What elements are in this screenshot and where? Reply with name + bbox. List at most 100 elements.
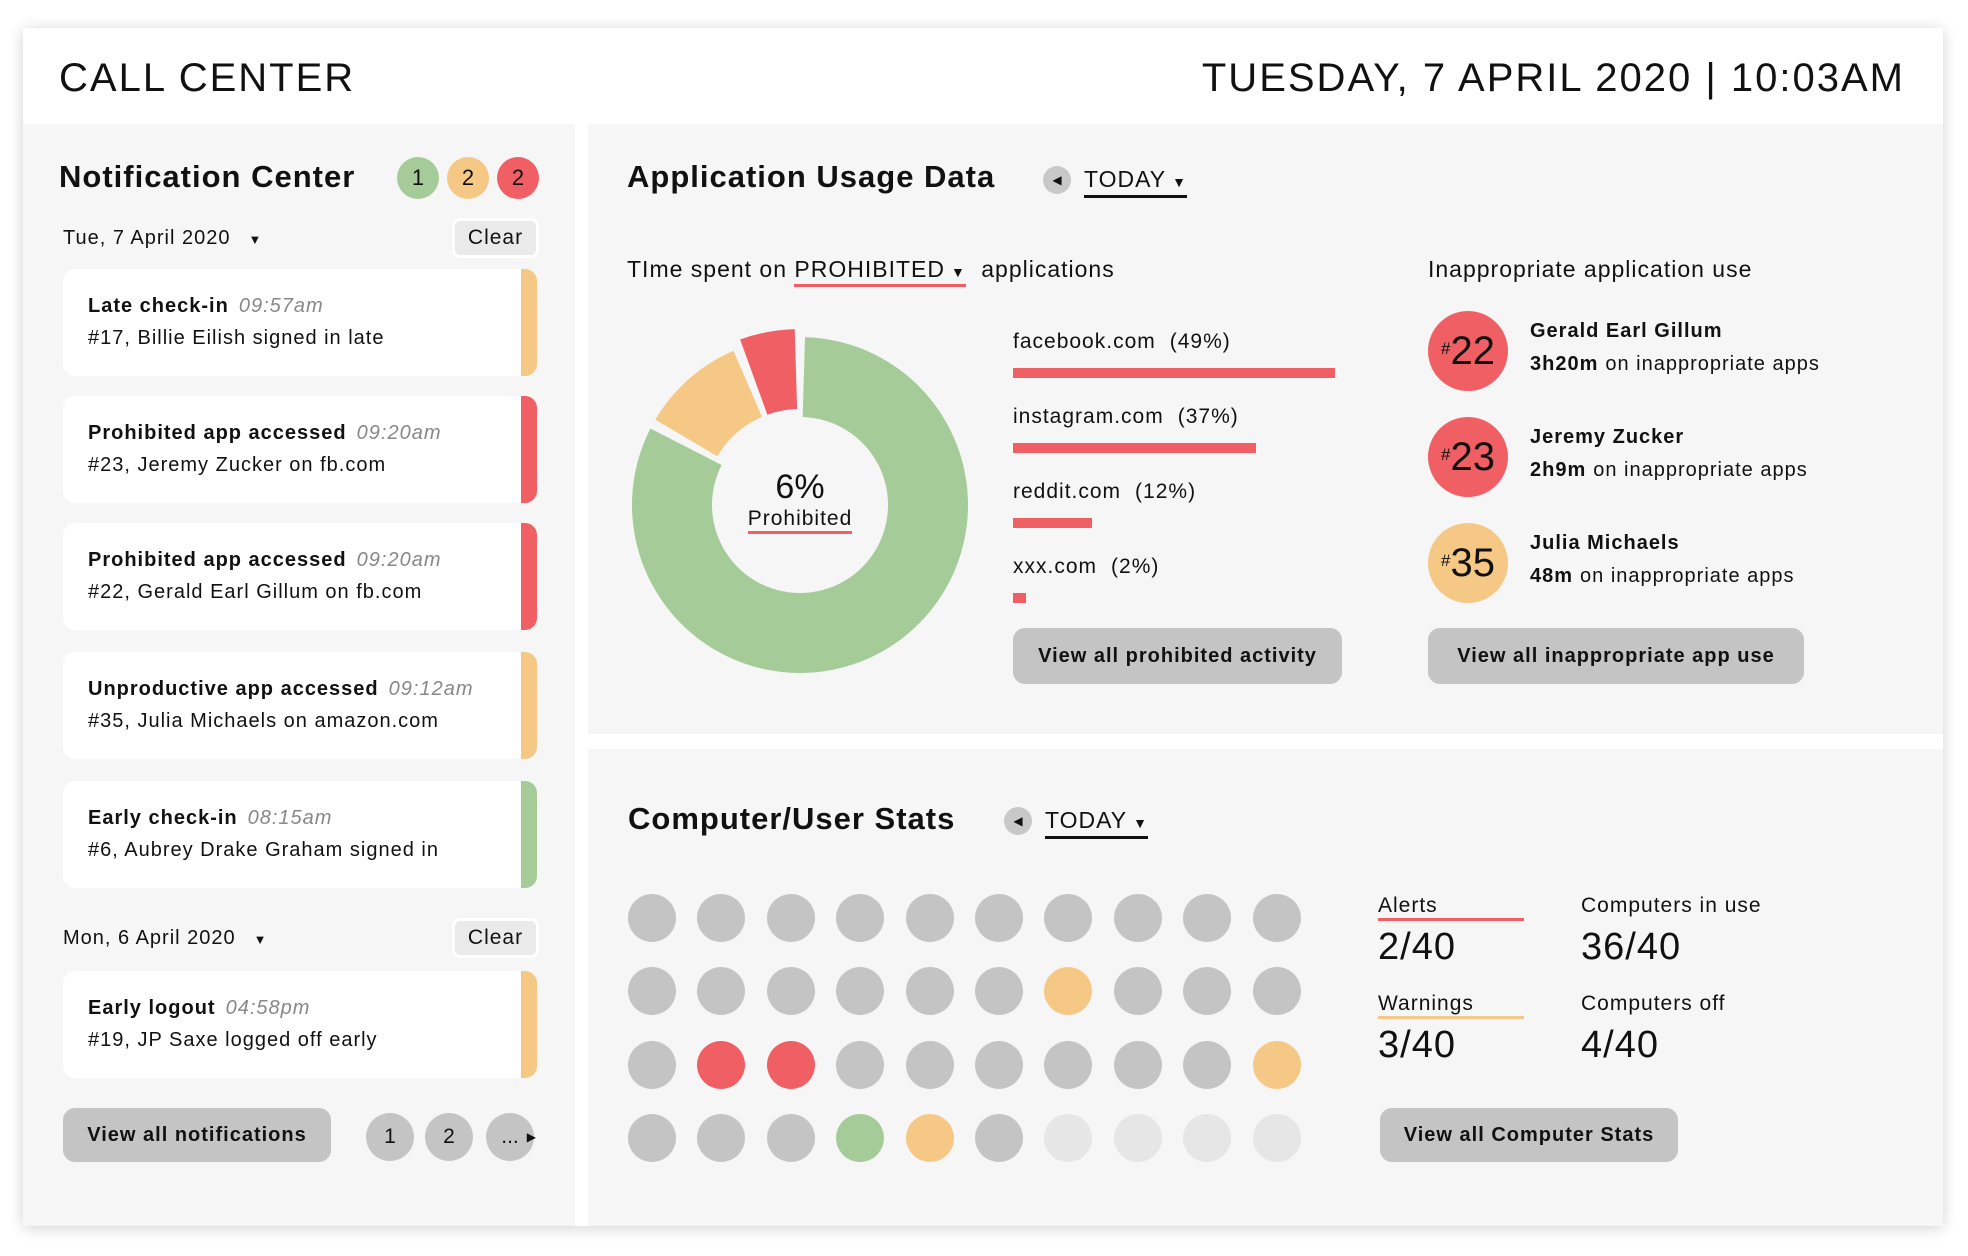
chevron-left-icon: ◀: [1013, 814, 1023, 828]
usage-suffix: on inappropriate apps: [1605, 353, 1820, 375]
notification-count-badge: 1: [397, 157, 439, 199]
view-all-computer-stats-button[interactable]: View all Computer Stats: [1380, 1108, 1678, 1162]
clear-button[interactable]: Clear: [452, 218, 539, 258]
notification-item[interactable]: Prohibited app accessed 09:20am #23, Jerem…: [63, 396, 537, 503]
view-prohibited-activity-button[interactable]: View all prohibited activity: [1013, 628, 1342, 684]
computer-stats-period-dropdown[interactable]: TODAY ▼: [1045, 807, 1148, 839]
computer-status-dot[interactable]: [697, 1114, 746, 1162]
warnings-value: 3/40: [1378, 1024, 1456, 1066]
site-usage-bar: [1013, 443, 1257, 453]
category-dropdown[interactable]: PROHIBITED ▼: [794, 256, 966, 287]
computer-status-dot[interactable]: [697, 894, 746, 942]
computer-status-dot[interactable]: [766, 1114, 815, 1162]
app-usage-period-dropdown[interactable]: TODAY ▼: [1084, 166, 1187, 198]
computer-status-dot[interactable]: [1044, 1041, 1093, 1089]
computers-in-use-label: Computers in use: [1581, 894, 1762, 917]
page-1-button[interactable]: 1: [366, 1113, 414, 1161]
site-label: xxx.com (2%): [1013, 555, 1159, 579]
notification-item[interactable]: Prohibited app accessed 09:20am #22, Geral…: [63, 523, 537, 630]
notification-time: 09:12am: [388, 678, 474, 700]
computer-status-dot[interactable]: [1113, 1041, 1162, 1089]
computer-status-dot[interactable]: [905, 1114, 954, 1162]
prohibited-donut-chart: [632, 329, 968, 673]
view-inappropriate-use-button[interactable]: View all inappropriate app use: [1428, 628, 1804, 684]
usage-time: 3h20m: [1530, 353, 1599, 375]
notification-item[interactable]: Late check-in 09:57am #17, Billie Eilish s…: [63, 269, 537, 376]
notification-time: 04:58pm: [225, 997, 311, 1019]
site-percent: (2%): [1111, 555, 1160, 578]
site-percent: (12%): [1135, 480, 1197, 503]
computer-status-dot[interactable]: [697, 1041, 746, 1089]
alerts-label: Alerts: [1378, 894, 1524, 921]
computer-status-dot[interactable]: [1252, 894, 1301, 942]
computer-status-dot[interactable]: [628, 1041, 676, 1089]
view-all-notifications-button[interactable]: View all notifications: [63, 1108, 331, 1162]
user-name: Julia Michaels: [1530, 532, 1680, 554]
chevron-left-icon: ◀: [1052, 173, 1062, 187]
period-label: TODAY: [1084, 166, 1167, 192]
computer-status-dot[interactable]: [1183, 1041, 1232, 1089]
previous-period-button[interactable]: ◀: [1043, 166, 1071, 194]
computer-status-dot[interactable]: [836, 894, 885, 942]
notification-item[interactable]: Unproductive app accessed 09:12am #35, Jul…: [63, 652, 537, 759]
site-name: instagram.com: [1013, 405, 1164, 428]
computer-status-dot[interactable]: [628, 967, 676, 1015]
computer-status-dot[interactable]: [975, 967, 1023, 1015]
computer-status-dot[interactable]: [1044, 894, 1093, 942]
computer-status-dot[interactable]: [1113, 894, 1162, 942]
date-group-dropdown[interactable]: Mon, 6 April 2020 ▼: [63, 927, 268, 950]
computer-status-dot[interactable]: [1252, 1041, 1301, 1089]
computer-status-dot[interactable]: [628, 1114, 676, 1162]
computer-status-dot[interactable]: [905, 1041, 954, 1089]
page-2-button[interactable]: 2: [425, 1113, 473, 1161]
user-usage: 2h9m on inappropriate apps: [1530, 459, 1808, 482]
computer-status-dot[interactable]: [905, 967, 954, 1015]
computer-status-dot[interactable]: [628, 894, 676, 942]
computer-status-dot[interactable]: [1183, 967, 1232, 1015]
usage-time: 48m: [1530, 565, 1574, 587]
computer-status-dot[interactable]: [1113, 967, 1162, 1015]
site-name: facebook.com: [1013, 330, 1156, 353]
computer-status-dot[interactable]: [836, 1114, 885, 1162]
site-name: xxx.com: [1013, 555, 1098, 578]
app-usage-title: Application Usage Data: [627, 159, 996, 194]
notification-type: Early logout: [88, 997, 216, 1019]
caret-down-icon: ▼: [248, 232, 263, 247]
notification-title: Early logout 04:58pm: [88, 997, 310, 1020]
notification-text: #17, Billie Eilish signed in late: [88, 327, 385, 349]
page-more-button[interactable]: ... ▶: [486, 1113, 536, 1161]
computer-status-dot[interactable]: [1044, 1114, 1093, 1162]
site-usage-bar: [1013, 368, 1335, 378]
computer-status-dot[interactable]: [766, 894, 815, 942]
computer-status-dot[interactable]: [697, 967, 746, 1015]
computer-status-dot[interactable]: [975, 1114, 1023, 1162]
usage-time: 2h9m: [1530, 459, 1587, 481]
date-group-dropdown[interactable]: Tue, 7 April 2020 ▼: [63, 227, 262, 250]
clear-button[interactable]: Clear: [452, 918, 539, 958]
computer-status-dot[interactable]: [1183, 894, 1232, 942]
computer-status-dot[interactable]: [766, 1041, 815, 1089]
computer-status-dot[interactable]: [975, 894, 1023, 942]
app-title: CALL CENTER: [59, 56, 356, 100]
category-label: PROHIBITED: [794, 256, 945, 282]
user-usage: 48m on inappropriate apps: [1530, 565, 1795, 588]
hash-icon: #: [1441, 339, 1451, 358]
notification-item[interactable]: Early logout 04:58pm #19, JP Saxe logged o…: [63, 971, 537, 1078]
computer-status-dot[interactable]: [836, 967, 885, 1015]
computer-status-dot[interactable]: [1113, 1114, 1162, 1162]
computer-status-dot[interactable]: [975, 1041, 1023, 1089]
alerts-value: 2/40: [1378, 926, 1456, 968]
computer-status-dot[interactable]: [905, 894, 954, 942]
computer-status-dot[interactable]: [766, 967, 815, 1015]
usage-subtitle: TIme spent on PROHIBITED ▼ applications: [627, 256, 1115, 287]
computer-status-dot[interactable]: [1252, 967, 1301, 1015]
computer-status-dot[interactable]: [1044, 967, 1093, 1015]
computer-stats-title: Computer/User Stats: [628, 801, 956, 836]
computer-status-dot[interactable]: [1183, 1114, 1232, 1162]
computer-status-dot[interactable]: [1252, 1114, 1301, 1162]
site-label: instagram.com (37%): [1013, 405, 1239, 429]
computer-status-dot[interactable]: [836, 1041, 885, 1089]
previous-period-button[interactable]: ◀: [1004, 807, 1032, 835]
notification-item[interactable]: Early check-in 08:15am #6, Aubrey Drake Gr…: [63, 781, 537, 888]
hash-icon: #: [1441, 445, 1451, 464]
